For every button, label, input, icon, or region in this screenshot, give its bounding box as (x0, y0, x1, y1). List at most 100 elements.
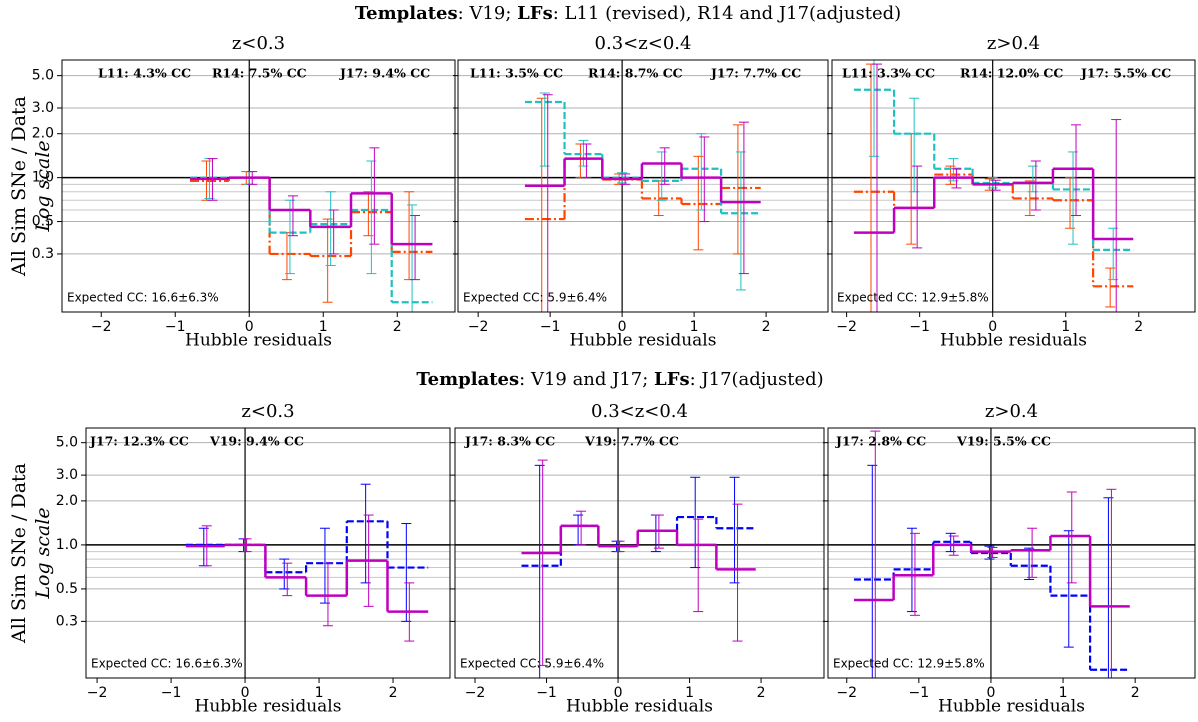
y-tick-label: 0.5 (32, 214, 54, 230)
annotation: J17: 5.5% CC (1080, 66, 1171, 81)
annotation: R14: 8.7% CC (588, 66, 683, 81)
x-tick-label: −1 (909, 319, 930, 335)
x-axis-label: Hubble residuals (566, 697, 713, 717)
x-tick-label: 1 (1059, 685, 1068, 701)
suptitle-part: : J17(adjusted) (690, 369, 824, 390)
suptitle-part: LFs (654, 369, 690, 390)
x-tick-label: 2 (1134, 319, 1143, 335)
suptitle-part: Templates (416, 369, 519, 390)
y-tick-label: 1.0 (32, 170, 54, 186)
y-tick-label: 0.3 (32, 246, 54, 262)
y-tick-label: 2.0 (32, 126, 54, 142)
expected-cc: Expected CC: 5.9±6.4% (460, 657, 604, 671)
plot-area (185, 483, 429, 642)
axes-frame (61, 59, 456, 313)
x-axis-label: Hubble residuals (185, 331, 332, 351)
annotation: J17: 12.3% CC (89, 434, 189, 449)
x-tick-label: 1 (690, 319, 699, 335)
annotation: V19: 9.4% CC (209, 434, 304, 449)
x-tick-label: 0 (241, 685, 250, 701)
panel: −2 −1 0 1 2 J17: 2.8% CC V19: 5.5% CC Expected … (823, 401, 1196, 717)
expected-cc: Expected CC: 16.6±6.3% (67, 291, 219, 305)
x-tick-label: 2 (762, 319, 771, 335)
suptitle: Templates: V19 and J17; LFs: J17(adjuste… (416, 369, 823, 390)
x-tick-label: −1 (161, 685, 182, 701)
y-tick-label: 0.5 (56, 581, 78, 597)
x-tick-label: 0 (988, 319, 997, 335)
x-tick-label: 2 (389, 685, 398, 701)
x-tick-label: −2 (836, 319, 857, 335)
y-tick-label: 2.0 (56, 493, 78, 509)
annotation: J17: 2.8% CC (835, 434, 926, 449)
axes-frame (457, 59, 829, 313)
x-tick-label: 2 (1131, 685, 1140, 701)
x-tick-label: 0 (986, 685, 995, 701)
x-tick-label: 1 (319, 319, 328, 335)
annotation: J17: 8.3% CC (464, 434, 555, 449)
y-tick-label: 5.0 (32, 68, 54, 84)
x-tick-label: −2 (468, 319, 489, 335)
panel: 0.3 0.5 1.0 2.0 3.0 5.0 −2 −1 0 1 2 J17: 12.3% CC V1… (8, 401, 451, 717)
panel: −2 −1 0 1 2 J17: 8.3% CC V19: 7.7% CC Expected … (450, 401, 825, 717)
panel-title: z>0.4 (987, 33, 1040, 54)
axes-frame (85, 427, 451, 679)
y-axis-label: Log scale (32, 140, 54, 232)
panel-title: z>0.4 (985, 401, 1038, 422)
expected-cc: Expected CC: 5.9±6.4% (463, 291, 607, 305)
expected-cc: Expected CC: 12.9±5.8% (837, 291, 989, 305)
x-tick-label: 2 (757, 685, 766, 701)
suptitle-part: : V19; (458, 3, 517, 24)
suptitle-part: LFs (517, 3, 553, 24)
annotation: V19: 5.5% CC (956, 434, 1051, 449)
suptitle-part: : L11 (revised), R14 and J17(adjusted) (553, 3, 901, 24)
x-tick-label: −2 (87, 685, 108, 701)
x-tick-label: −2 (836, 685, 857, 701)
x-axis-label: Hubble residuals (940, 331, 1087, 351)
x-tick-label: −2 (465, 685, 486, 701)
x-tick-label: 1 (1061, 319, 1070, 335)
plot-area (853, 430, 1130, 678)
y-tick-label: 5.0 (56, 435, 78, 451)
expected-cc: Expected CC: 12.9±5.8% (833, 657, 985, 671)
x-axis-label: Hubble residuals (570, 331, 717, 351)
plot-area (521, 459, 756, 678)
panel: −2 −1 0 1 2 L11: 3.5% CC R14: 8.7% CC J17: 7.7%… (453, 33, 829, 351)
x-tick-label: 0 (618, 319, 627, 335)
annotation: L11: 3.5% CC (470, 66, 563, 81)
axes-frame (827, 427, 1196, 679)
y-axis-label: All Sim SNe / Data (8, 463, 30, 644)
x-tick-label: 0 (614, 685, 623, 701)
suptitle: Templates: V19; LFs: L11 (revised), R14 … (355, 3, 901, 24)
suptitle-part: : V19 and J17; (519, 369, 654, 390)
annotation: L11: 4.3% CC (98, 66, 191, 81)
panel-title: z<0.3 (241, 401, 294, 422)
y-tick-label: 3.0 (32, 100, 54, 116)
y-tick-label: 1.0 (56, 537, 78, 553)
annotation: V19: 7.7% CC (584, 434, 679, 449)
panel-title: 0.3<z<0.4 (591, 401, 688, 422)
panel-title: z<0.3 (232, 33, 285, 54)
x-tick-label: 2 (393, 319, 402, 335)
x-tick-label: −1 (165, 319, 186, 335)
expected-cc: Expected CC: 16.6±6.3% (91, 657, 243, 671)
annotation: R14: 12.0% CC (960, 66, 1063, 81)
x-tick-label: 1 (315, 685, 324, 701)
x-tick-label: −1 (540, 319, 561, 335)
suptitle-part: Templates (355, 3, 458, 24)
y-tick-label: 3.0 (56, 467, 78, 483)
panel-title: 0.3<z<0.4 (595, 33, 692, 54)
axes-frame (454, 427, 825, 679)
plot-area (190, 147, 433, 312)
x-tick-label: −2 (91, 319, 112, 335)
annotation: J17: 9.4% CC (339, 66, 430, 81)
annotation: R14: 7.5% CC (212, 66, 307, 81)
x-tick-label: −1 (536, 685, 557, 701)
panel: −2 −1 0 1 2 L11: 3.3% CC R14: 12.0% CC J17: 5.5… (827, 33, 1196, 351)
x-tick-label: −1 (909, 685, 930, 701)
x-tick-label: 0 (245, 319, 254, 335)
y-tick-label: 0.3 (56, 613, 78, 629)
axes-frame (831, 59, 1196, 313)
x-axis-label: Hubble residuals (195, 697, 342, 717)
x-axis-label: Hubble residuals (938, 697, 1085, 717)
